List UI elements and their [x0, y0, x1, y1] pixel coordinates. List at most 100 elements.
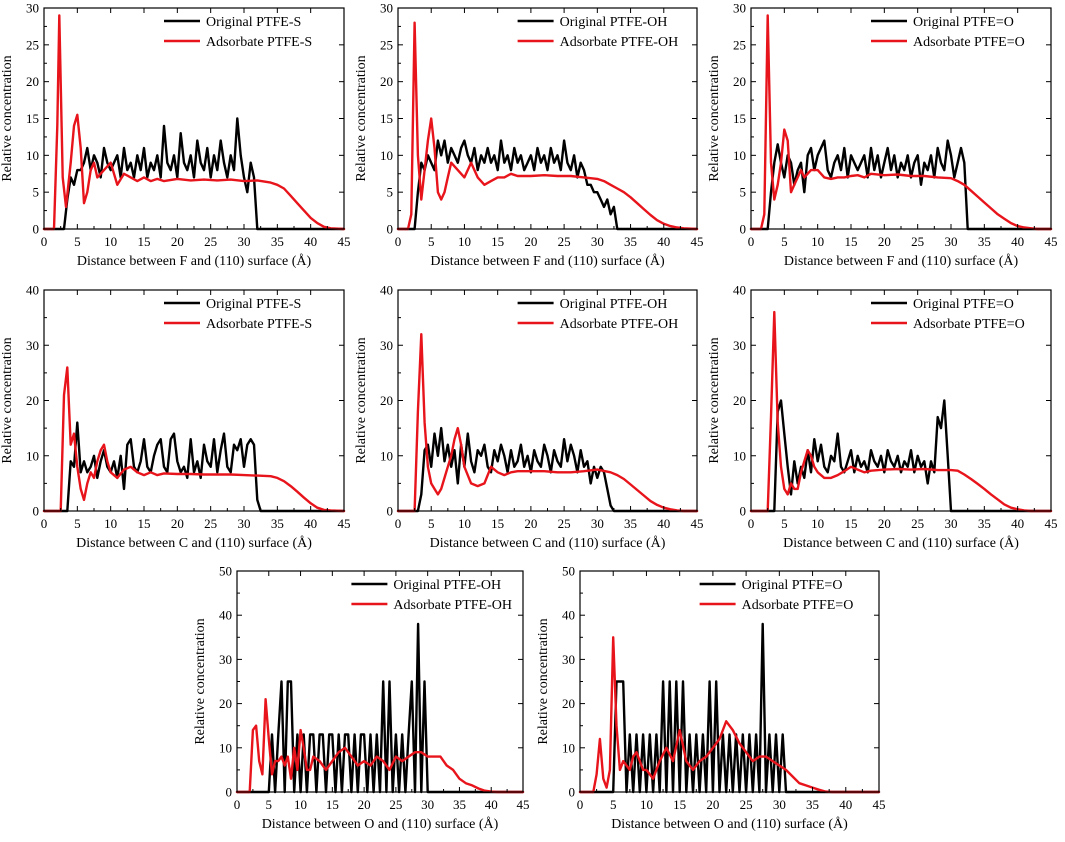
- x-tick-label: 5: [781, 516, 788, 531]
- x-tick-label: 0: [395, 516, 402, 531]
- legend-label-adsorbate: Adsorbate PTFE=O: [742, 598, 854, 613]
- y-tick-label: 30: [380, 338, 393, 353]
- y-tick-label: 10: [733, 148, 746, 163]
- y-axis-label: Relative concentration: [354, 337, 369, 463]
- x-tick-label: 25: [911, 516, 924, 531]
- y-tick-label: 30: [26, 1, 39, 16]
- y-tick-label: 20: [733, 393, 746, 408]
- y-tick-label: 20: [562, 696, 575, 711]
- legend: Original PTFE=O Adsorbate PTFE=O: [699, 578, 854, 613]
- x-axis-label: Distance between F and (110) surface (Å): [430, 253, 665, 269]
- x-axis-label: Distance between F and (110) surface (Å): [77, 253, 312, 269]
- x-tick-label: 10: [294, 797, 307, 812]
- x-tick-label: 35: [271, 234, 284, 249]
- legend-label-adsorbate: Adsorbate PTFE-S: [206, 35, 312, 50]
- x-tick-label: 40: [304, 516, 317, 531]
- chart-C-OH: 0 5 10 15 20 25 30 35 40 45 0 10 20 30 40 Distance betw…: [354, 283, 704, 552]
- legend-label-adsorbate: Adsorbate PTFE-OH: [560, 35, 679, 50]
- y-tick-label: 10: [380, 148, 393, 163]
- x-axis-label: Distance between C and (110) surface (Å): [76, 535, 312, 551]
- y-tick-label: 20: [219, 696, 232, 711]
- x-tick-label: 45: [517, 797, 530, 812]
- chart-F-S: 0 5 10 15 20 25 30 35 40 45 0 5 10 15 20 25 30 Distance b…: [0, 1, 351, 270]
- x-tick-label: 5: [74, 234, 81, 249]
- series-line-adsorbate: [396, 333, 699, 513]
- x-tick-label: 30: [773, 797, 786, 812]
- x-axis-label: Distance between C and (110) surface (Å): [783, 535, 1019, 551]
- y-tick-label: 20: [380, 74, 393, 89]
- x-tick-label: 20: [171, 516, 184, 531]
- x-tick-label: 25: [558, 234, 571, 249]
- x-tick-label: 20: [358, 797, 371, 812]
- y-tick-label: 0: [226, 785, 233, 800]
- x-tick-label: 20: [171, 234, 184, 249]
- y-axis-label: Relative concentration: [193, 618, 208, 744]
- y-tick-label: 30: [733, 338, 746, 353]
- y-tick-label: 0: [33, 504, 40, 519]
- series-line-adsorbate: [749, 310, 1053, 513]
- y-axis-label: Relative concentration: [707, 55, 722, 181]
- x-tick-label: 45: [691, 234, 704, 249]
- x-tick-label: 5: [266, 797, 273, 812]
- x-axis-label: Distance between O and (110) surface (Å): [611, 816, 848, 832]
- x-tick-label: 40: [304, 234, 317, 249]
- y-tick-label: 50: [219, 564, 232, 579]
- y-tick-label: 40: [26, 283, 39, 298]
- x-tick-label: 40: [839, 797, 852, 812]
- chart-F-OH: 0 5 10 15 20 25 30 35 40 45 0 5 10 15 20 25 30 Distance b…: [354, 1, 704, 270]
- y-tick-label: 40: [380, 283, 393, 298]
- series-line-original: [235, 622, 525, 794]
- x-tick-label: 0: [41, 516, 48, 531]
- y-tick-label: 30: [26, 338, 39, 353]
- y-tick-label: 20: [26, 74, 39, 89]
- chart-F-O: 0 5 10 15 20 25 30 35 40 45 0 5 10 15 20 25 30 Distance b…: [707, 1, 1058, 270]
- legend: Original PTFE-OH Adsorbate PTFE-OH: [517, 297, 678, 332]
- y-tick-label: 30: [562, 652, 575, 667]
- y-tick-label: 10: [733, 448, 746, 463]
- y-tick-label: 30: [380, 1, 393, 16]
- y-tick-label: 40: [733, 283, 746, 298]
- x-tick-label: 20: [878, 516, 891, 531]
- x-tick-label: 0: [748, 516, 755, 531]
- x-tick-label: 40: [657, 234, 670, 249]
- x-tick-label: 15: [326, 797, 339, 812]
- x-tick-label: 20: [524, 516, 537, 531]
- y-tick-label: 5: [740, 185, 747, 200]
- series-line-adsorbate: [235, 698, 525, 794]
- x-tick-label: 15: [138, 234, 151, 249]
- y-axis-label: Relative concentration: [536, 618, 551, 744]
- x-tick-label: 30: [238, 234, 251, 249]
- legend: Original PTFE-S Adsorbate PTFE-S: [164, 15, 312, 50]
- legend-label-original: Original PTFE=O: [913, 297, 1014, 312]
- legend-label-original: Original PTFE-S: [206, 297, 301, 312]
- x-tick-label: 25: [911, 234, 924, 249]
- chart-C-S: 0 5 10 15 20 25 30 35 40 45 0 10 20 30 40 Distance betw…: [0, 283, 351, 552]
- x-tick-label: 5: [610, 797, 617, 812]
- y-tick-label: 0: [740, 222, 747, 237]
- y-tick-label: 15: [380, 111, 393, 126]
- legend-label-original: Original PTFE-S: [206, 15, 301, 30]
- y-tick-label: 10: [562, 740, 575, 755]
- x-tick-label: 15: [845, 516, 858, 531]
- x-tick-label: 10: [811, 516, 824, 531]
- series-line-adsorbate: [396, 21, 699, 231]
- x-tick-label: 25: [204, 234, 217, 249]
- legend-label-original: Original PTFE-OH: [560, 297, 668, 312]
- legend: Original PTFE-OH Adsorbate PTFE-OH: [351, 578, 512, 613]
- x-axis-label: Distance between F and (110) surface (Å): [784, 253, 1019, 269]
- y-tick-label: 20: [26, 393, 39, 408]
- x-tick-label: 25: [204, 516, 217, 531]
- y-tick-label: 20: [380, 393, 393, 408]
- x-tick-label: 30: [945, 234, 958, 249]
- legend-label-adsorbate: Adsorbate PTFE=O: [913, 35, 1025, 50]
- x-tick-label: 45: [338, 516, 351, 531]
- x-tick-label: 30: [238, 516, 251, 531]
- series-line-adsorbate: [42, 14, 346, 231]
- y-tick-label: 0: [569, 785, 576, 800]
- y-tick-label: 10: [219, 740, 232, 755]
- series-line-adsorbate: [578, 636, 881, 794]
- y-tick-label: 0: [387, 222, 394, 237]
- legend: Original PTFE=O Adsorbate PTFE=O: [871, 15, 1025, 50]
- x-tick-label: 15: [138, 516, 151, 531]
- chart-O-OH: 0 5 10 15 20 25 30 35 40 45 0 10 20 30 40 50 Distance be…: [193, 564, 530, 833]
